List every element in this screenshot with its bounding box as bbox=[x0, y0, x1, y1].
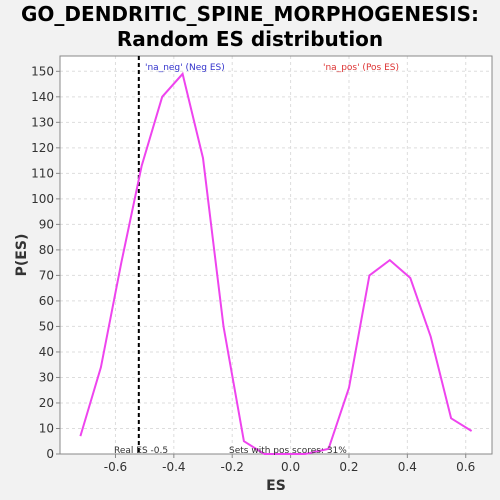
y-tick-label: 50 bbox=[39, 319, 54, 333]
y-tick-label: 140 bbox=[31, 90, 54, 104]
x-tick-label: -0.4 bbox=[162, 460, 185, 474]
y-axis-ticks: 0 10 20 30 40 50 60 70 80 90 100 110 120 130 140 150 bbox=[31, 64, 60, 461]
series-line bbox=[79, 71, 473, 455]
x-axis-ticks: -0.6 -0.4 -0.2 0.0 0.2 0.4 0.6 bbox=[104, 454, 475, 474]
chart-title-line-2: Random ES distribution bbox=[116, 27, 384, 51]
annotations: 'na_neg' (Neg ES) 'na_pos' (Pos ES) Real E… bbox=[114, 63, 399, 456]
x-tick-label: -0.2 bbox=[221, 460, 244, 474]
y-tick-label: 90 bbox=[39, 217, 54, 231]
x-tick-label: 0.0 bbox=[281, 460, 300, 474]
sets-pos-scores-label: Sets with pos scores: 31% bbox=[229, 446, 347, 456]
y-axis-label: P(ES) bbox=[14, 234, 30, 277]
y-tick-label: 10 bbox=[39, 421, 54, 435]
x-tick-label: 0.2 bbox=[339, 460, 358, 474]
x-tick-label: -0.6 bbox=[104, 460, 127, 474]
chart-title-line-1: GO_DENDRITIC_SPINE_MORPHOGENESIS: bbox=[21, 2, 479, 26]
y-tick-label: 120 bbox=[31, 141, 54, 155]
y-tick-label: 70 bbox=[39, 268, 54, 282]
y-tick-label: 80 bbox=[39, 243, 54, 257]
y-tick-label: 30 bbox=[39, 370, 54, 384]
grid-lines bbox=[60, 56, 492, 455]
y-tick-label: 150 bbox=[31, 64, 54, 78]
y-tick-label: 40 bbox=[39, 345, 54, 359]
pos-es-label: 'na_pos' (Pos ES) bbox=[323, 63, 399, 73]
y-tick-label: 100 bbox=[31, 192, 54, 206]
chart-title: GO_DENDRITIC_SPINE_MORPHOGENESIS: Random… bbox=[0, 2, 500, 52]
y-tick-label: 60 bbox=[39, 294, 54, 308]
y-tick-label: 130 bbox=[31, 115, 54, 129]
plot-area bbox=[60, 56, 492, 454]
y-tick-label: 0 bbox=[46, 447, 54, 461]
y-tick-label: 20 bbox=[39, 396, 54, 410]
x-tick-label: 0.4 bbox=[398, 460, 417, 474]
x-axis-label: ES bbox=[266, 478, 286, 494]
real-es-label: Real ES -0.5 bbox=[114, 446, 168, 456]
x-tick-label: 0.6 bbox=[456, 460, 475, 474]
y-tick-label: 110 bbox=[31, 166, 54, 180]
neg-es-label: 'na_neg' (Neg ES) bbox=[145, 63, 225, 73]
